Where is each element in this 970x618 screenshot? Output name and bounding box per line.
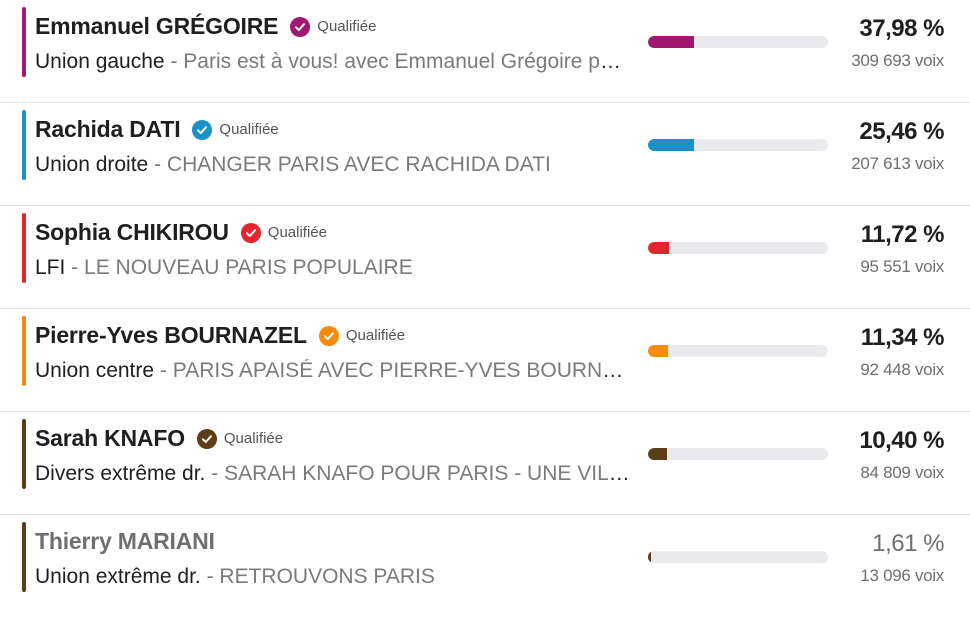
vote-percentage: 11,34 %	[860, 324, 945, 351]
candidate-name: Sophia CHIKIROU	[35, 219, 229, 245]
qualified-label: Qualifiée	[317, 18, 377, 35]
candidate-header: Thierry MARIANI	[35, 528, 215, 555]
qualified-badge: Qualifiée	[318, 325, 406, 346]
list-name: CHANGER PARIS AVEC RACHIDA DATI	[166, 153, 551, 176]
political-nuance: Union gauche	[35, 50, 165, 73]
list-separator: -	[164, 50, 184, 73]
vote-share-fill	[648, 551, 651, 563]
candidate-row[interactable]: Pierre-Yves BOURNAZEL Qualifiée Union ce…	[0, 309, 970, 412]
political-nuance: LFI	[35, 256, 66, 279]
qualified-badge: Qualifiée	[192, 119, 279, 140]
vote-count: 95 551 voix	[860, 257, 944, 276]
vote-percentage: 25,46 %	[859, 118, 944, 145]
list-separator: -	[65, 256, 85, 279]
vote-share-bar	[648, 448, 828, 460]
list-separator: -	[148, 153, 167, 176]
vote-share-bar	[648, 139, 828, 151]
list-name: SARAH KNAFO POUR PARIS - UNE VILLE	[224, 462, 630, 485]
candidate-row[interactable]: Thierry MARIANI Union extrême dr. - RETR…	[0, 515, 970, 618]
candidate-list-info: LFI - LE NOUVEAU PARIS POPULAIRE	[35, 256, 630, 280]
list-separator: -	[205, 462, 225, 485]
qualified-label: Qualifiée	[345, 327, 406, 344]
political-nuance: Divers extrême dr.	[35, 462, 206, 485]
vote-share-fill	[648, 345, 669, 357]
check-circle-icon	[196, 428, 217, 449]
vote-count: 309 693 voix	[851, 51, 944, 70]
list-name: PARIS APAISÉ AVEC PIERRE-YVES BOURNAZEL	[172, 359, 630, 382]
candidate-row[interactable]: Sarah KNAFO Qualifiée Divers extrême dr.…	[0, 412, 970, 515]
vote-count: 84 809 voix	[860, 463, 944, 482]
check-circle-icon	[192, 119, 213, 140]
check-circle-icon	[290, 16, 311, 37]
candidate-header: Pierre-Yves BOURNAZEL Qualifiée	[35, 322, 405, 349]
political-nuance: Union extrême dr.	[35, 565, 201, 588]
candidate-list-info: Divers extrême dr. - SARAH KNAFO POUR PA…	[35, 462, 630, 486]
party-color-bar	[22, 522, 26, 592]
vote-percentage: 10,40 %	[859, 427, 944, 454]
candidate-header: Emmanuel GRÉGOIRE Qualifiée	[35, 13, 376, 40]
qualified-label: Qualifiée	[267, 224, 327, 241]
vote-share-bar	[648, 36, 828, 48]
party-color-bar	[22, 213, 26, 283]
candidate-list-info: Union centre - PARIS APAISÉ AVEC PIERRE-…	[35, 359, 630, 383]
vote-share-fill	[648, 242, 670, 254]
candidate-header: Sarah KNAFO Qualifiée	[35, 425, 283, 452]
check-circle-icon	[240, 222, 261, 243]
vote-count: 207 613 voix	[851, 154, 944, 173]
candidate-row[interactable]: Rachida DATI Qualifiée Union droite - CH…	[0, 103, 970, 206]
list-separator: -	[200, 565, 220, 588]
list-name: LE NOUVEAU PARIS POPULAIRE	[84, 256, 413, 279]
party-color-bar	[22, 7, 26, 77]
vote-share-bar	[648, 345, 828, 357]
vote-share-fill	[648, 139, 694, 151]
candidate-list-info: Union droite - CHANGER PARIS AVEC RACHID…	[35, 153, 630, 177]
list-name: Paris est à vous! avec Emmanuel Grégoire…	[183, 50, 630, 73]
political-nuance: Union droite	[35, 153, 149, 176]
candidate-name: Thierry MARIANI	[35, 528, 215, 554]
list-separator: -	[154, 359, 173, 382]
political-nuance: Union centre	[35, 359, 155, 382]
party-color-bar	[22, 110, 26, 180]
vote-share-bar	[648, 242, 828, 254]
candidate-list-info: Union extrême dr. - RETROUVONS PARIS	[35, 565, 630, 589]
vote-share-fill	[648, 448, 667, 460]
candidate-row[interactable]: Emmanuel GRÉGOIRE Qualifiée Union gauche…	[0, 0, 970, 103]
vote-share-bar	[648, 551, 828, 563]
candidate-name: Rachida DATI	[35, 116, 181, 142]
candidate-list-info: Union gauche - Paris est à vous! avec Em…	[35, 50, 630, 74]
vote-count: 13 096 voix	[860, 566, 944, 585]
qualified-label: Qualifiée	[219, 121, 279, 138]
vote-percentage: 11,72 %	[860, 221, 945, 248]
list-name: RETROUVONS PARIS	[219, 565, 435, 588]
vote-percentage: 1,61 %	[872, 530, 944, 557]
vote-percentage: 37,98 %	[859, 15, 944, 42]
check-circle-icon	[318, 325, 339, 346]
qualified-badge: Qualifiée	[240, 222, 327, 243]
party-color-bar	[22, 316, 26, 386]
qualified-badge: Qualifiée	[196, 428, 284, 449]
party-color-bar	[22, 419, 26, 489]
candidate-name: Sarah KNAFO	[35, 425, 185, 451]
candidate-header: Rachida DATI Qualifiée	[35, 116, 279, 143]
candidate-header: Sophia CHIKIROU Qualifiée	[35, 219, 327, 246]
qualified-label: Qualifiée	[223, 430, 284, 447]
candidate-name: Emmanuel GRÉGOIRE	[35, 13, 279, 39]
candidate-name: Pierre-Yves BOURNAZEL	[35, 322, 307, 348]
candidate-row[interactable]: Sophia CHIKIROU Qualifiée LFI - LE NOUVE…	[0, 206, 970, 309]
qualified-badge: Qualifiée	[290, 16, 377, 37]
vote-count: 92 448 voix	[860, 360, 944, 379]
vote-share-fill	[648, 36, 694, 48]
